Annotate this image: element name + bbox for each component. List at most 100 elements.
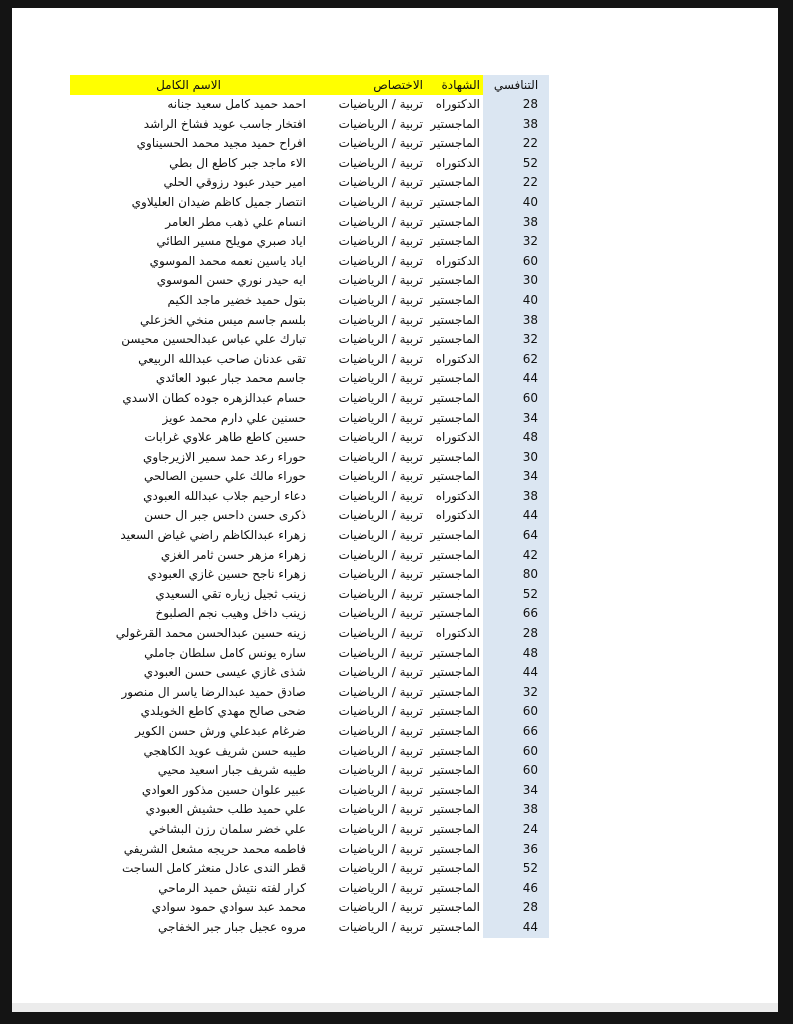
cell-name: علي حميد طلب حشيش العبودي	[145, 802, 306, 817]
table-row: 44 الماجستير تربية / الرياضيات مروه عجيل جب…	[70, 917, 549, 938]
cell-specialization: تربية / الرياضيات	[338, 175, 423, 190]
cell-specialization: تربية / الرياضيات	[338, 155, 423, 170]
cell-certificate: الماجستير	[430, 763, 480, 778]
cell-score: 34	[483, 408, 549, 429]
cell-certificate: الماجستير	[430, 292, 480, 307]
cell-name: صادق حميد عبدالرضا ياسر ال منصور	[121, 684, 306, 699]
cell-specialization: تربية / الرياضيات	[338, 234, 423, 249]
cell-specialization: تربية / الرياضيات	[338, 743, 423, 758]
table-row: 60 الماجستير تربية / الرياضيات طيبه شريف جب…	[70, 761, 549, 781]
cell-certificate: الماجستير	[430, 449, 480, 464]
cell-score: 34	[483, 780, 549, 801]
cell-specialization: تربية / الرياضيات	[338, 861, 423, 876]
cell-specialization: تربية / الرياضيات	[338, 508, 423, 523]
cell-name: افتخار جاسب عويد فشاخ الراشد	[143, 116, 306, 131]
page-bottom-shade	[12, 1003, 778, 1012]
cell-score: 32	[483, 330, 549, 350]
cell-specialization: تربية / الرياضيات	[338, 704, 423, 719]
cell-certificate: الماجستير	[430, 273, 480, 288]
cell-name: زينه حسين عبدالحسن محمد القرغولي	[115, 626, 306, 641]
cell-name: حوراء رعد حمد سمير الازيرجاوي	[143, 449, 306, 464]
cell-specialization: تربية / الرياضيات	[338, 292, 423, 307]
cell-certificate: الماجستير	[430, 469, 480, 484]
cell-name: تبارك علي عباس عبدالحسين محيسن	[121, 332, 306, 347]
cell-certificate: الماجستير	[430, 136, 480, 151]
cell-certificate: الماجستير	[430, 821, 480, 836]
cell-certificate: الماجستير	[430, 704, 480, 719]
table-row: 28 الدكتوراه تربية / الرياضيات زينه حسين عب…	[70, 624, 549, 644]
table-row: 40 الماجستير تربية / الرياضيات بتول حميد خض…	[70, 290, 549, 311]
cell-name: شذى غازي عيسى حسن العبودي	[143, 665, 306, 680]
cell-score: 28	[483, 95, 549, 115]
header-competitive-score: التنافسي	[483, 75, 549, 95]
cell-score: 38	[483, 800, 549, 820]
cell-name: تقى عدنان صاحب عبدالله الربيعي	[138, 351, 306, 366]
cell-name: افراح حميد مجيد محمد الحسيناوي	[136, 136, 306, 151]
cell-score: 52	[483, 584, 549, 605]
table-row: 24 الماجستير تربية / الرياضيات علي خضر سلما…	[70, 819, 549, 840]
table-row: 52 الماجستير تربية / الرياضيات قطر الندى عا…	[70, 859, 549, 879]
table-row: 66 الماجستير تربية / الرياضيات زينب داخل وه…	[70, 604, 549, 625]
cell-name: محمد عبد سوادي حمود سوادي	[151, 900, 306, 915]
table-row: 60 الدكتوراه تربية / الرياضيات اياد ياسين ن…	[70, 251, 549, 272]
cell-specialization: تربية / الرياضيات	[338, 665, 423, 680]
cell-score: 60	[483, 741, 549, 762]
cell-name: حسام عبدالزهره جوده كطان الاسدي	[122, 390, 306, 405]
table-row: 42 الماجستير تربية / الرياضيات زهراء مزهر ح…	[70, 545, 549, 566]
cell-certificate: الماجستير	[430, 861, 480, 876]
cell-specialization: تربية / الرياضيات	[338, 782, 423, 797]
cell-name: اياد صبري مويلح مسير الطائي	[156, 234, 306, 249]
cell-score: 42	[483, 545, 549, 566]
table-row: 60 الماجستير تربية / الرياضيات ضحى صالح مهد…	[70, 702, 549, 722]
cell-score: 60	[483, 251, 549, 272]
cell-certificate: الماجستير	[430, 802, 480, 817]
table-row: 38 الماجستير تربية / الرياضيات علي حميد طلب…	[70, 800, 549, 820]
cell-name: قطر الندى عادل منعثر كامل الساجت	[122, 861, 306, 876]
cell-specialization: تربية / الرياضيات	[338, 194, 423, 209]
cell-score: 22	[483, 134, 549, 154]
cell-score: 34	[483, 467, 549, 487]
header-full-name: الاسم الكامل	[70, 75, 307, 95]
table-row: 64 الماجستير تربية / الرياضيات زهراء عبدالك…	[70, 526, 549, 546]
cell-name: عبير علوان حسين مذكور العوادي	[141, 782, 306, 797]
table-row: 52 الماجستير تربية / الرياضيات زينب ثجيل زي…	[70, 584, 549, 605]
table-row: 48 الماجستير تربية / الرياضيات ساره يونس كا…	[70, 643, 549, 664]
cell-name: ساره يونس كامل سلطان جاملي	[144, 645, 306, 660]
cell-name: حوراء مالك علي حسين الصالحي	[144, 469, 306, 484]
cell-name: طيبه شريف جبار اسعيد محيي	[157, 763, 306, 778]
cell-score: 38	[483, 310, 549, 331]
table-row: 38 الماجستير تربية / الرياضيات انسام علي ذه…	[70, 212, 549, 233]
cell-score: 46	[483, 878, 549, 899]
cell-specialization: تربية / الرياضيات	[338, 547, 423, 562]
cell-specialization: تربية / الرياضيات	[338, 371, 423, 386]
header-certificate: الشهادة	[424, 75, 483, 95]
cell-certificate: الماجستير	[430, 547, 480, 562]
cell-name: فاطمه محمد حريجه مشعل الشريفي	[123, 841, 306, 856]
cell-name: ضرغام عبدعلي ورش حسن الكوير	[135, 724, 306, 738]
cell-certificate: الدكتوراه	[435, 430, 480, 445]
table-row: 32 الماجستير تربية / الرياضيات اياد صبري مو…	[70, 232, 549, 252]
table-row: 62 الدكتوراه تربية / الرياضيات تقى عدنان صا…	[70, 349, 549, 370]
cell-certificate: الدكتوراه	[435, 508, 480, 523]
cell-score: 22	[483, 173, 549, 193]
cell-certificate: الماجستير	[430, 645, 480, 660]
cell-specialization: تربية / الرياضيات	[338, 626, 423, 641]
cell-certificate: الماجستير	[430, 567, 480, 582]
document-page: التنافسي الشهادة الاختصاص الاسم الكامل 2…	[12, 8, 778, 1012]
cell-score: 32	[483, 682, 549, 703]
cell-name: زينب داخل وهيب نجم الصلبوخ	[155, 606, 306, 621]
cell-score: 66	[483, 722, 549, 742]
cell-specialization: تربية / الرياضيات	[338, 116, 423, 131]
cell-specialization: تربية / الرياضيات	[338, 567, 423, 582]
table-body: 28 الدكتوراه تربية / الرياضيات احمد حميد كا…	[70, 95, 549, 938]
cell-name: جاسم محمد جبار عبود العائدي	[155, 371, 306, 386]
cell-name: زينب ثجيل زياره تقي السعيدي	[155, 586, 306, 601]
cell-name: كرار لفته نتيش حميد الرماحي	[158, 880, 306, 895]
cell-specialization: تربية / الرياضيات	[338, 919, 423, 934]
cell-score: 60	[483, 761, 549, 781]
cell-certificate: الماجستير	[430, 665, 480, 680]
cell-score: 52	[483, 153, 549, 174]
cell-score: 44	[483, 506, 549, 527]
cell-name: دعاء ارحيم جلاب عبدالله العبودي	[143, 488, 306, 503]
cell-certificate: الدكتوراه	[435, 97, 480, 111]
